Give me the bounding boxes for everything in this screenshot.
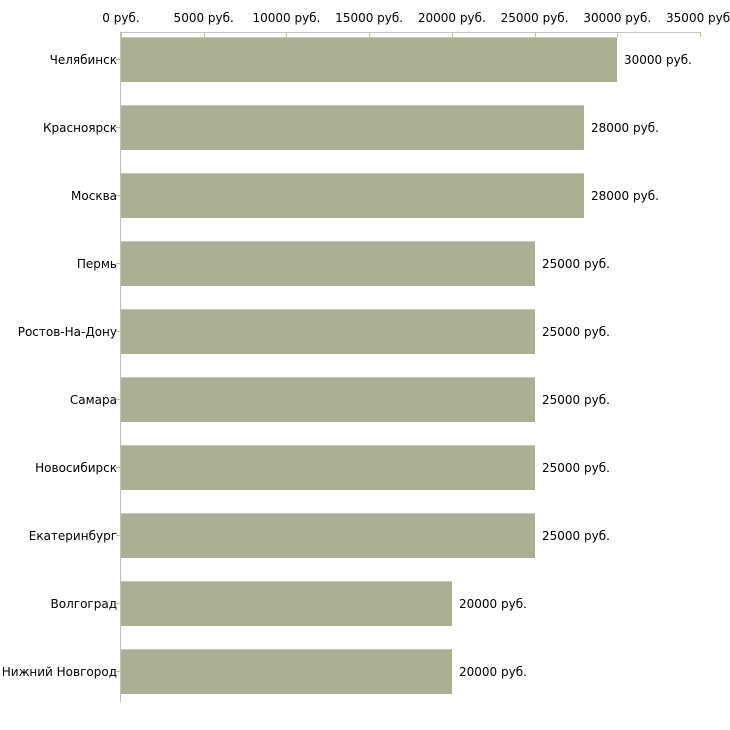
x-tick-label: 0 руб. [102, 11, 140, 25]
value-label: 25000 руб. [542, 324, 610, 339]
category-label: Челябинск [49, 52, 117, 67]
category-tick-mark [116, 263, 121, 264]
category-tick-mark [116, 127, 121, 128]
x-tick-label: 10000 руб. [252, 11, 321, 25]
bar [121, 37, 617, 82]
category-label: Самара [69, 392, 117, 407]
category-label: Москва [71, 188, 117, 203]
category-tick-mark [116, 331, 121, 332]
x-tick-mark [700, 32, 701, 37]
x-tick-mark [203, 32, 205, 37]
value-label: 28000 руб. [591, 188, 659, 203]
x-tick-mark [121, 32, 122, 37]
x-tick-label: 30000 руб. [583, 11, 652, 25]
category-tick-mark [116, 467, 121, 468]
value-label: 28000 руб. [591, 120, 659, 135]
category-label: Ростов-На-Дону [17, 324, 117, 339]
category-tick-mark [116, 535, 121, 536]
category-tick-mark [116, 399, 121, 400]
bar [121, 581, 452, 626]
category-label: Пермь [76, 256, 117, 271]
x-tick-label: 20000 руб. [417, 11, 486, 25]
bar [121, 173, 584, 218]
category-label: Красноярск [43, 120, 117, 135]
x-tick-label: 25000 руб. [500, 11, 569, 25]
bar [121, 445, 535, 490]
value-label: 20000 руб. [459, 664, 527, 679]
value-label: 25000 руб. [542, 460, 610, 475]
category-label: Нижний Новгород [1, 664, 117, 679]
value-label: 20000 руб. [459, 596, 527, 611]
category-tick-mark [116, 59, 121, 60]
bar [121, 513, 535, 558]
x-tick-mark [534, 32, 536, 37]
category-label: Волгоград [50, 596, 117, 611]
x-tick-mark [286, 32, 288, 37]
bar [121, 241, 535, 286]
x-tick-label: 15000 руб. [335, 11, 404, 25]
x-tick-label: 35000 руб. [666, 11, 730, 25]
bar [121, 309, 535, 354]
x-axis-line [121, 32, 701, 33]
x-tick-mark [617, 32, 619, 37]
x-tick-label: 5000 руб. [173, 11, 234, 25]
bar [121, 649, 452, 694]
x-tick-mark [369, 32, 371, 37]
bar [121, 377, 535, 422]
bar [121, 105, 584, 150]
value-label: 30000 руб. [624, 52, 692, 67]
y-axis-line [120, 32, 121, 702]
category-tick-mark [116, 195, 121, 196]
category-label: Екатеринбург [28, 528, 117, 543]
value-label: 25000 руб. [542, 392, 610, 407]
category-tick-mark [116, 603, 121, 604]
value-label: 25000 руб. [542, 256, 610, 271]
category-tick-mark [116, 671, 121, 672]
x-tick-mark [451, 32, 453, 37]
value-label: 25000 руб. [542, 528, 610, 543]
category-label: Новосибирск [35, 460, 117, 475]
